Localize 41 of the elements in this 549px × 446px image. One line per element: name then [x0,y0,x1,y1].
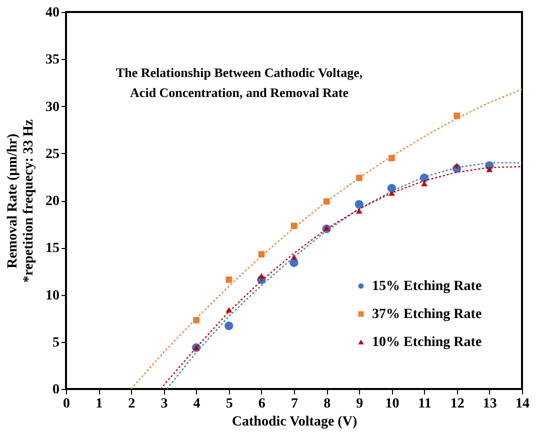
x-tick-label: 11 [418,396,432,412]
x-tick-label: 1 [96,396,103,412]
x-tick-label: 4 [193,396,200,412]
line-series [130,88,522,389]
y-tick-label: 20 [46,194,60,209]
y-tick-label: 35 [46,52,60,68]
y-tick-label: 5 [52,335,60,350]
x-tick-label: 14 [516,396,530,412]
x-tick-label: 8 [324,396,331,412]
point [258,273,265,279]
point [486,166,493,172]
x-tick-label: 3 [160,396,168,412]
point [454,112,460,119]
x-tick-label: 2 [128,396,136,412]
point [226,276,232,283]
point [421,180,428,186]
x-axis-title: Cathodic Voltage (V) [232,414,358,430]
point [354,200,364,209]
point [193,317,200,324]
x-tick-label: 0 [63,396,70,412]
x-tick-label: 7 [291,396,298,412]
y-axis-title: Removal Rate (µm/hr) *repetition frequecy: 33 Hz [6,119,36,283]
x-tick-label: 12 [450,396,464,412]
y-tick-label: 30 [46,100,60,115]
y-tick-label: 10 [46,288,60,304]
x-tick-label: 5 [226,396,233,412]
legend-label: 10% Etching Rate [372,335,482,350]
point [388,154,395,162]
y-tick-label: 25 [46,146,60,162]
legend-label: 37% Etching Rate [372,307,482,322]
x-tick-label: 10 [385,396,400,412]
point [224,322,234,330]
y-tick-label: 40 [46,6,60,20]
legend-label: 15% Etching Rate [372,279,482,294]
y-tick-label: 0 [52,382,60,398]
point [356,174,362,182]
x-tick-label: 13 [482,396,497,412]
x-tick-label: 9 [356,396,364,412]
y-tick-label: 15 [46,241,60,256]
x-tick-label: 6 [258,396,266,412]
text: The Relationship Between Cathodic Voltage, Acid Concentration, and Removal Rate [116,65,363,100]
